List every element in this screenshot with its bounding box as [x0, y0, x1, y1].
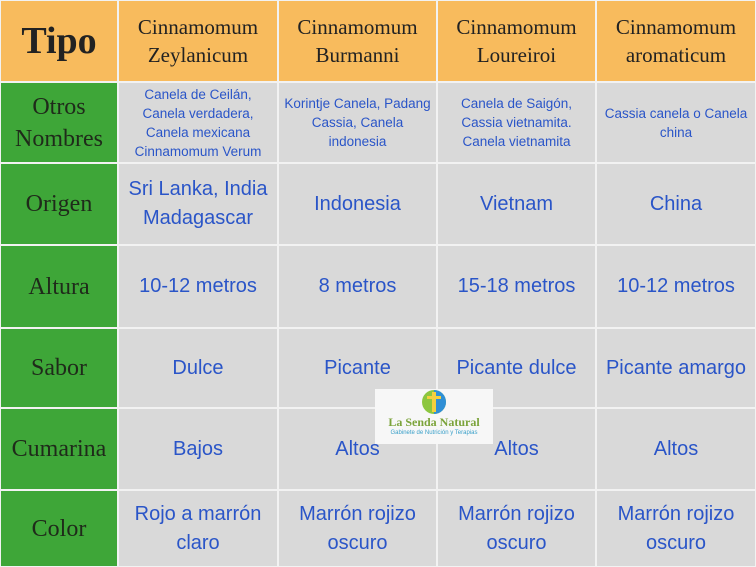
logo-name: La Senda Natural [388, 415, 480, 429]
table-cell: Canela de Ceilán, Canela verdadera, Cane… [118, 82, 278, 163]
table-cell: Korintje Canela, Padang Cassia, Canela i… [278, 82, 437, 163]
table-cell: Picante [278, 328, 437, 408]
table-cell: 10-12 metros [118, 245, 278, 328]
row-label: Altura [0, 245, 118, 328]
table-cell: Sri Lanka, India Madagascar [118, 163, 278, 245]
table-cell: Marrón rojizo oscuro [596, 490, 756, 567]
table-cell: Bajos [118, 408, 278, 490]
logo-icon [422, 390, 446, 414]
table-cell: Marrón rojizo oscuro [437, 490, 596, 567]
row-label: Origen [0, 163, 118, 245]
table-cell: Canela de Saigón, Cassia vietnamita. Can… [437, 82, 596, 163]
table-cell: Picante dulce [437, 328, 596, 408]
row-label: Sabor [0, 328, 118, 408]
row-label: Color [0, 490, 118, 567]
header-species: Cinnamomum Burmanni [278, 0, 437, 82]
table-cell: Marrón rojizo oscuro [278, 490, 437, 567]
table-cell: 8 metros [278, 245, 437, 328]
table-cell: Cassia canela o Canela china [596, 82, 756, 163]
table-cell: 15-18 metros [437, 245, 596, 328]
row-label: Otros Nombres [0, 82, 118, 163]
row-label: Cumarina [0, 408, 118, 490]
logo-subtitle: Gabinete de Nutrición y Terapias [390, 430, 478, 436]
logo: La Senda Natural Gabinete de Nutrición y… [375, 389, 493, 444]
table-cell: China [596, 163, 756, 245]
header-species: Cinnamomum Loureiroi [437, 0, 596, 82]
header-species: Cinnamomum Zeylanicum [118, 0, 278, 82]
table-cell: Indonesia [278, 163, 437, 245]
header-tipo: Tipo [0, 0, 118, 82]
table-cell: Picante amargo [596, 328, 756, 408]
table-cell: Dulce [118, 328, 278, 408]
table-cell: Vietnam [437, 163, 596, 245]
table-cell: Altos [596, 408, 756, 490]
header-species: Cinnamomum aromaticum [596, 0, 756, 82]
table-cell: 10-12 metros [596, 245, 756, 328]
table-cell: Rojo a marrón claro [118, 490, 278, 567]
